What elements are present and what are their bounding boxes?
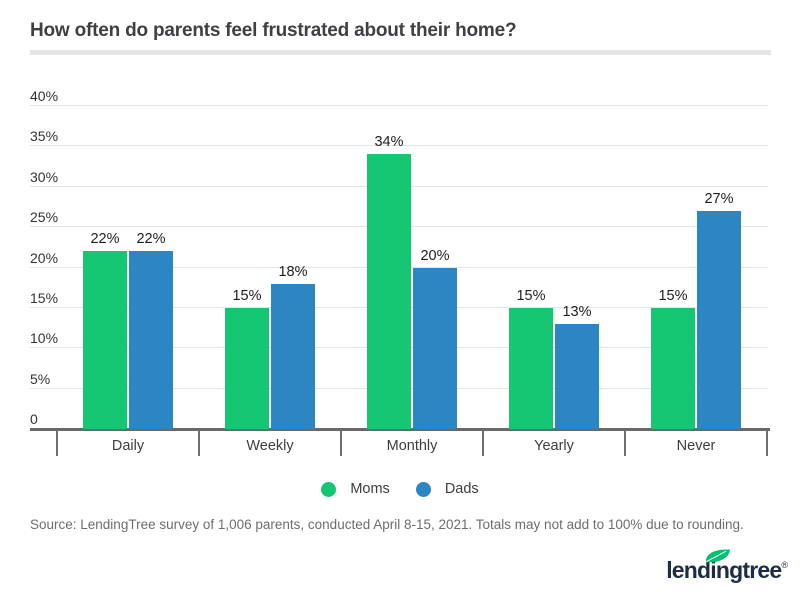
axis-tick bbox=[766, 431, 768, 456]
y-axis-label: 5% bbox=[30, 370, 51, 387]
chart-title: How often do parents feel frustrated abo… bbox=[30, 20, 517, 41]
legend-item-dads: Dads bbox=[415, 481, 479, 497]
bar-dads-never bbox=[697, 210, 741, 429]
gridline bbox=[30, 105, 768, 106]
bar-moms-daily bbox=[83, 251, 127, 429]
bar-value-label: 27% bbox=[704, 190, 734, 207]
leaf-icon bbox=[706, 549, 731, 563]
axis-tick bbox=[624, 431, 626, 456]
bar-value-label: 20% bbox=[420, 247, 450, 264]
x-axis-label: Yearly bbox=[534, 438, 574, 454]
x-axis-label: Weekly bbox=[246, 438, 294, 454]
axis-tick bbox=[340, 431, 342, 456]
logo-registered-mark: ® bbox=[781, 560, 788, 570]
legend-label: Moms bbox=[350, 481, 390, 497]
x-axis-line bbox=[30, 428, 770, 431]
lendingtree-logo: lendingtree® bbox=[666, 548, 788, 588]
bar-value-label: 13% bbox=[562, 304, 592, 321]
bar-dads-yearly bbox=[555, 324, 599, 429]
x-axis-label: Daily bbox=[111, 438, 145, 454]
bar-dads-daily bbox=[129, 251, 173, 429]
bar-value-label: 34% bbox=[374, 134, 404, 151]
bar-moms-monthly bbox=[367, 154, 411, 429]
bar-moms-never bbox=[651, 307, 695, 429]
source-note: Source: LendingTree survey of 1,006 pare… bbox=[30, 517, 744, 532]
axis-tick bbox=[56, 431, 58, 456]
y-axis-label: 40% bbox=[30, 88, 59, 104]
bar-value-label: 22% bbox=[136, 231, 166, 248]
title-divider bbox=[30, 50, 771, 55]
bar-dads-monthly bbox=[413, 267, 457, 429]
x-axis-label: Never bbox=[676, 438, 716, 454]
logo-wordmark: lendingtree bbox=[666, 557, 782, 583]
y-axis-label: 35% bbox=[30, 128, 59, 145]
y-axis-label: 15% bbox=[30, 289, 59, 306]
y-axis-label: 10% bbox=[30, 330, 59, 347]
legend-dot-moms bbox=[321, 481, 337, 497]
bar-value-label: 15% bbox=[516, 287, 546, 304]
y-axis-label: 30% bbox=[30, 168, 59, 185]
y-axis-label: 20% bbox=[30, 249, 59, 266]
y-axis-label: 25% bbox=[30, 209, 59, 226]
bar-value-label: 15% bbox=[658, 287, 688, 304]
legend-item-moms: Moms bbox=[321, 481, 390, 497]
x-axis-label: Monthly bbox=[386, 438, 438, 454]
bar-moms-weekly bbox=[225, 307, 269, 429]
y-axis-label: 0 bbox=[30, 411, 38, 427]
bar-moms-yearly bbox=[509, 307, 553, 429]
bar-value-label: 15% bbox=[232, 287, 262, 304]
axis-tick bbox=[482, 431, 484, 456]
bar-dads-weekly bbox=[271, 283, 315, 429]
bar-value-label: 18% bbox=[278, 263, 308, 280]
gridline bbox=[30, 145, 768, 147]
axis-tick bbox=[198, 431, 200, 456]
legend-dot-dads bbox=[415, 481, 431, 497]
legend-label: Dads bbox=[444, 481, 479, 497]
bar-value-label: 22% bbox=[90, 231, 120, 248]
chart-legend: Moms Dads bbox=[0, 480, 800, 498]
